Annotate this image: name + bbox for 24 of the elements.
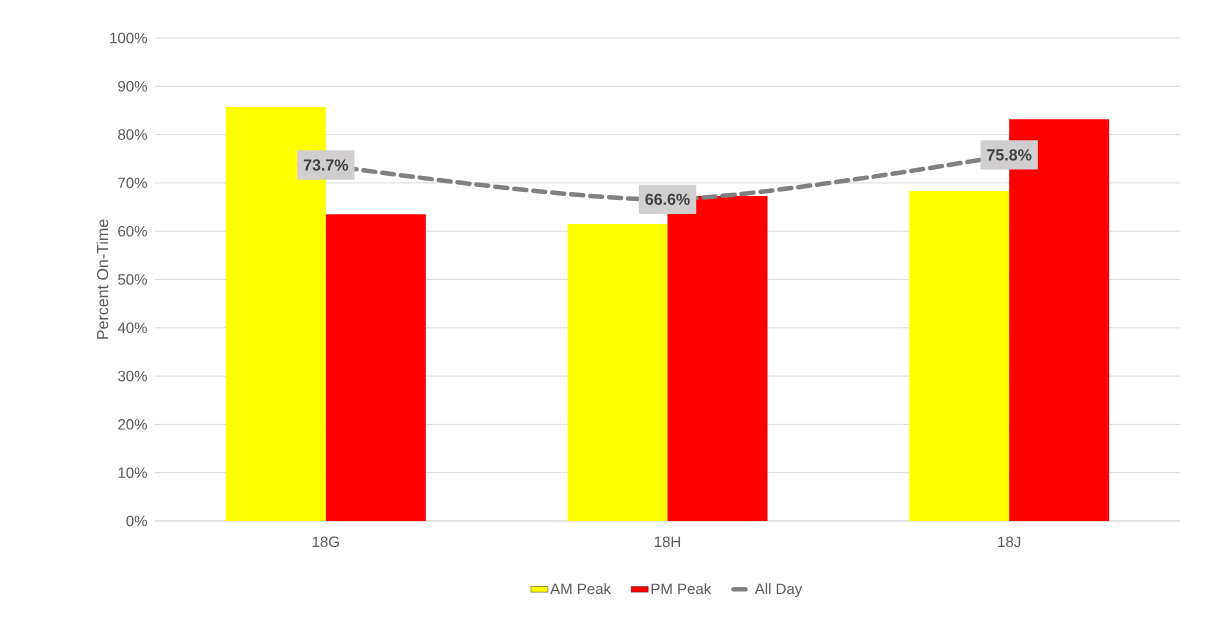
y-tick-label: 20% [118, 419, 147, 430]
y-tick-label: 50% [118, 274, 147, 285]
y-tick-label: 60% [118, 225, 147, 237]
y-tick-label: 90% [118, 80, 147, 92]
x-tick-label: 18G [312, 536, 339, 548]
bar [909, 191, 1010, 521]
x-tick-label: 18J [998, 536, 1021, 548]
y-tick-label: 30% [118, 370, 147, 382]
legend-label: AM Peak [550, 583, 611, 595]
y-tick-label: 70% [118, 177, 147, 189]
y-axis-title: Percent On-Time [96, 219, 109, 339]
y-tick-label: 100% [110, 32, 147, 44]
y-tick-label: 10% [118, 467, 147, 478]
data-label: 73.7% [303, 159, 349, 171]
bar [325, 214, 426, 521]
data-label: 66.6% [645, 193, 690, 205]
legend-label: All Day [754, 583, 803, 598]
data-label: 75.8% [987, 149, 1032, 161]
y-tick-label: 80% [118, 129, 147, 140]
bar [567, 223, 668, 521]
y-tick-label: 0% [126, 515, 147, 527]
x-tick-label: 18H [654, 536, 681, 548]
y-tick-label: 40% [117, 322, 147, 334]
legend-label: PM Peak [651, 583, 712, 595]
